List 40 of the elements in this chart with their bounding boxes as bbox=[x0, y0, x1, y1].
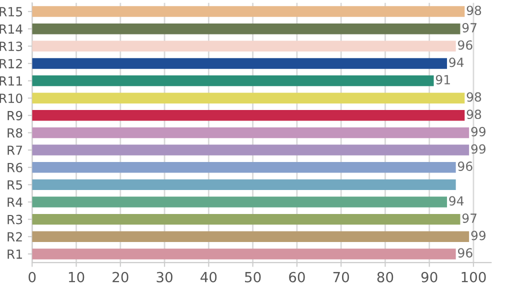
y-tick-label: R15 bbox=[0, 7, 22, 16]
data-label: 99 bbox=[471, 144, 486, 154]
x-tick-label: 90 bbox=[421, 272, 438, 282]
x-tick-label: 70 bbox=[333, 272, 349, 282]
y-tick-label: R6 bbox=[8, 162, 22, 172]
y-tick-label: R5 bbox=[8, 180, 22, 190]
y-tick-label: R12 bbox=[0, 58, 22, 68]
data-label: 96 bbox=[458, 162, 472, 171]
data-label: 97 bbox=[462, 23, 476, 32]
y-tick-label: R11 bbox=[0, 76, 22, 86]
data-label: 94 bbox=[449, 196, 464, 206]
y-tick-label: R9 bbox=[8, 110, 22, 120]
y-tick-label: R1 bbox=[8, 250, 22, 259]
data-label: 96 bbox=[458, 40, 472, 50]
x-tick-label: 100 bbox=[462, 272, 486, 282]
y-tick-label: R7 bbox=[8, 146, 22, 155]
data-label: 91 bbox=[436, 74, 450, 84]
y-tick-label: R10 bbox=[0, 94, 22, 104]
y-tick-label: R2 bbox=[8, 232, 22, 242]
x-tick-label: 60 bbox=[289, 272, 305, 282]
y-tick-label: R14 bbox=[0, 24, 22, 34]
y-tick-label: R3 bbox=[8, 214, 22, 224]
data-label: 97 bbox=[462, 213, 476, 223]
y-tick-label: R13 bbox=[0, 42, 22, 52]
x-tick-label: 80 bbox=[377, 272, 394, 282]
data-label: 98 bbox=[466, 6, 482, 16]
data-label: 94 bbox=[449, 58, 464, 68]
data-label: 96 bbox=[458, 248, 472, 258]
y-tick-label: R4 bbox=[8, 198, 22, 207]
x-tick-label: 0 bbox=[28, 272, 36, 282]
data-label: 98 bbox=[466, 110, 482, 120]
x-tick-label: 30 bbox=[156, 272, 172, 282]
data-label: 99 bbox=[471, 230, 486, 240]
x-tick-label: 10 bbox=[68, 272, 84, 282]
x-tick-label: 50 bbox=[245, 272, 261, 282]
data-label: 99 bbox=[471, 126, 486, 136]
y-tick-label: R8 bbox=[8, 128, 22, 138]
data-label: 98 bbox=[466, 92, 482, 102]
x-tick-label: 40 bbox=[200, 272, 217, 282]
x-tick-label: 20 bbox=[112, 272, 128, 282]
